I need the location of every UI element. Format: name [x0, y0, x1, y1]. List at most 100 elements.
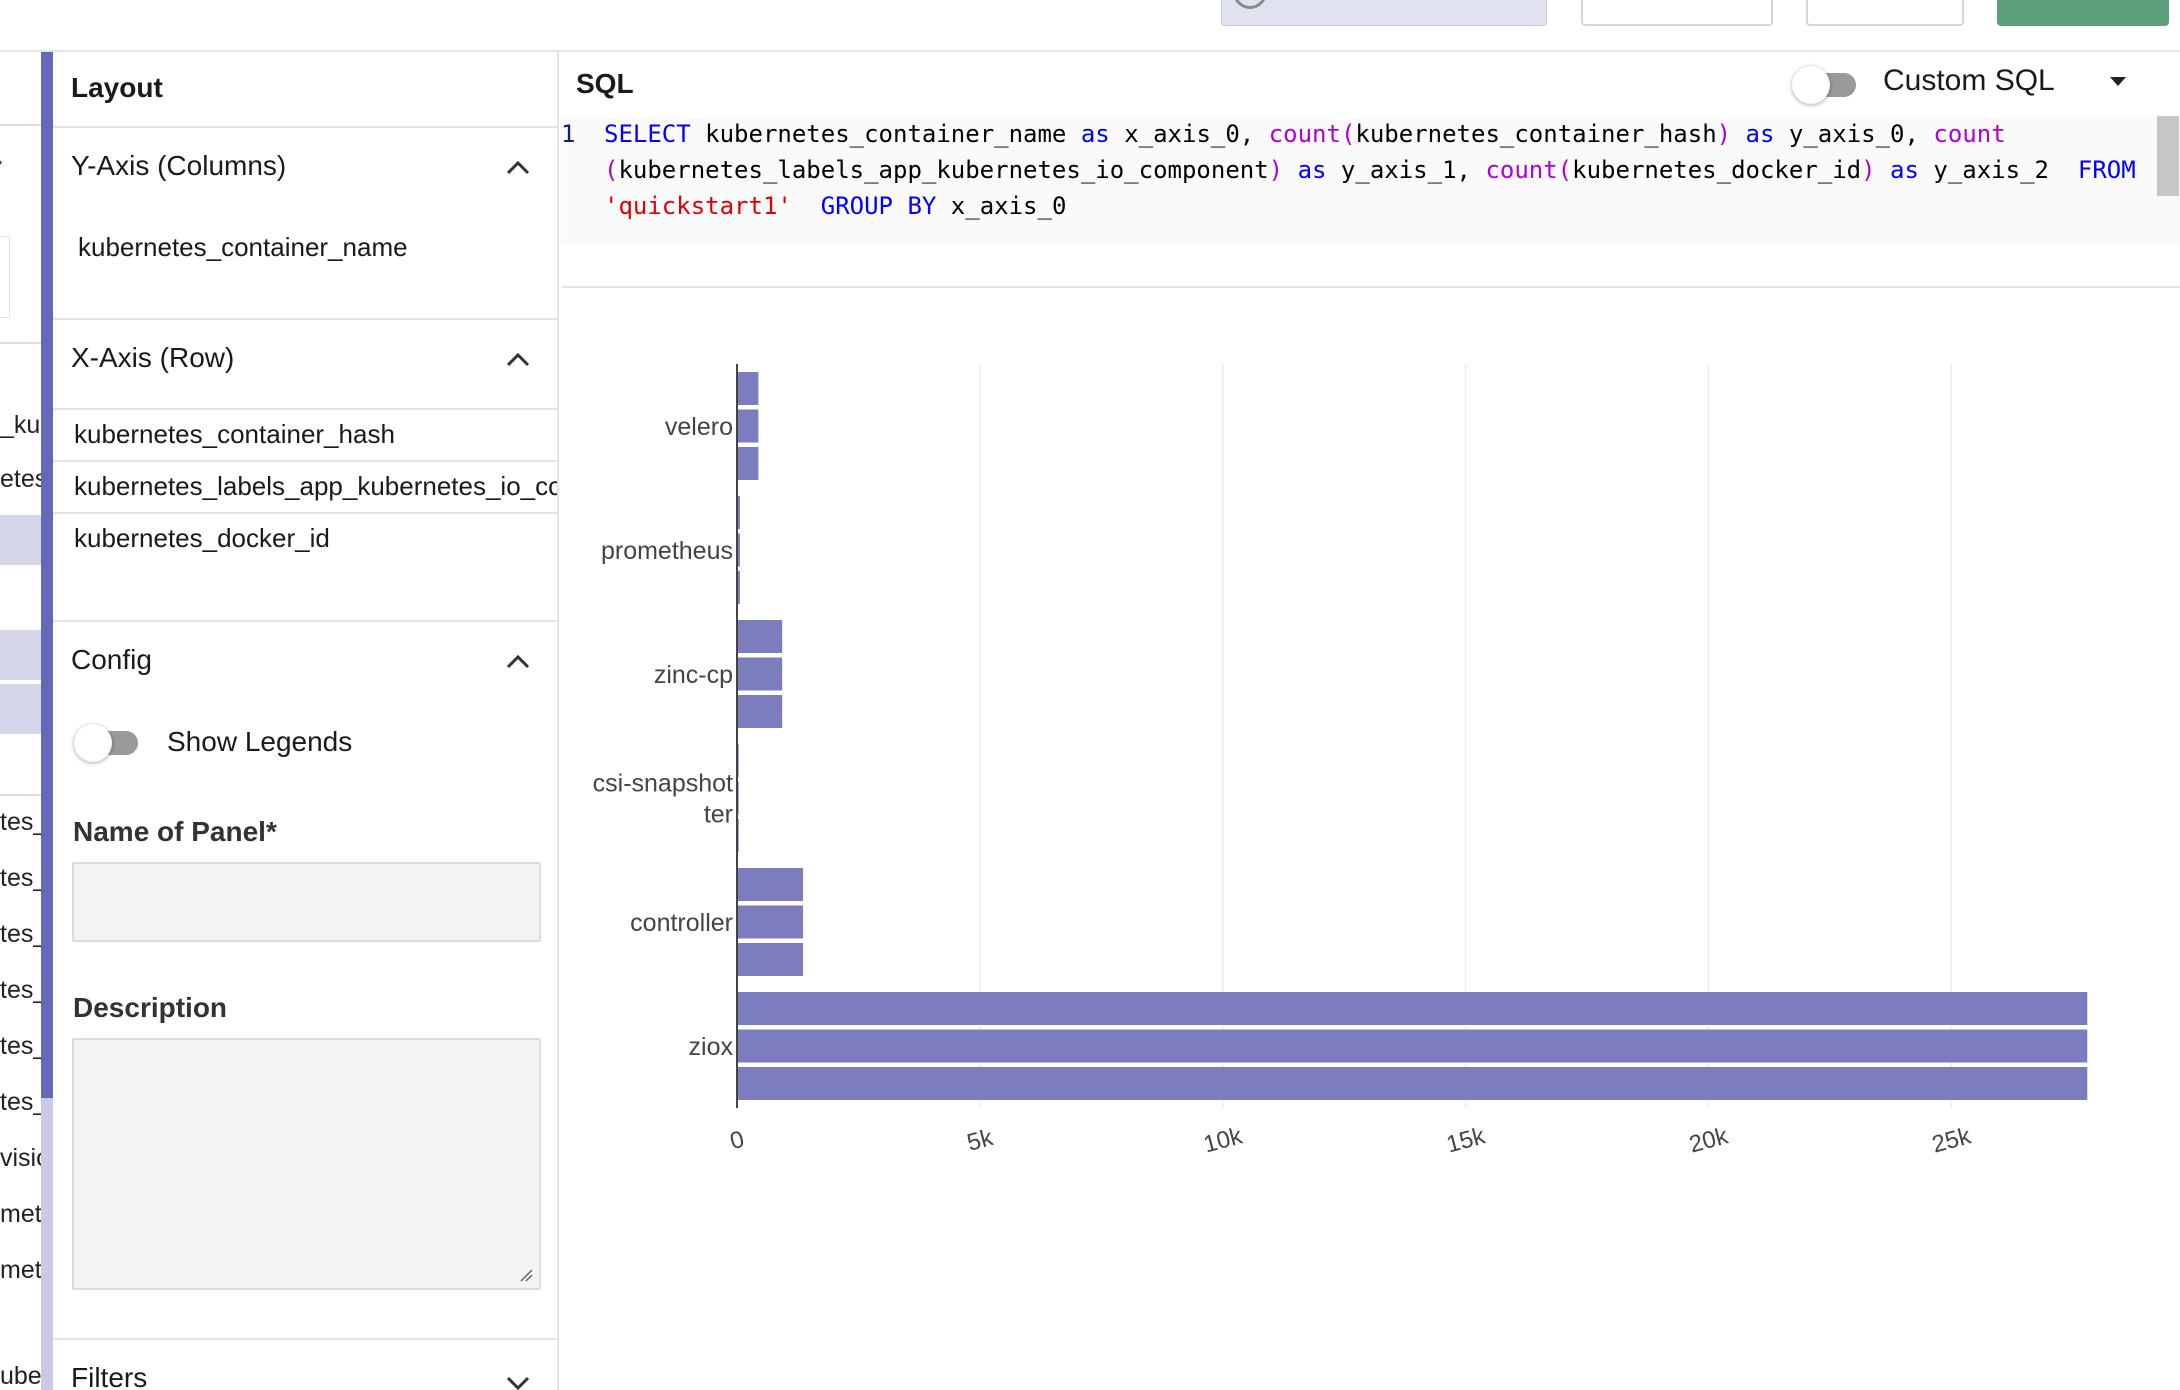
bar — [737, 905, 804, 939]
filters-header[interactable]: Filters — [71, 1362, 148, 1390]
code-token: y_axis_1, — [1326, 156, 1486, 184]
field-item[interactable]: tes_ — [0, 1032, 42, 1060]
description-label: Description — [73, 992, 228, 1023]
bar — [737, 1067, 2088, 1100]
field-item[interactable]: tes_ — [0, 976, 42, 1004]
x-tick-label: 20k — [1686, 1122, 1731, 1158]
panel-name-input[interactable] — [72, 862, 541, 942]
apply-button[interactable] — [1997, 0, 2169, 26]
fields-list: › _kul etes tes_ tes_ tes_ tes_ tes_ tes… — [0, 52, 42, 1390]
bar-chart: 0 5k 10k 15k 20k 25k velero prometheus zinc-cp cs… — [593, 364, 2088, 1159]
field-item[interactable]: tes_ — [0, 1088, 42, 1116]
field-item-selected[interactable] — [0, 630, 42, 680]
sql-editor-panel: SQL Custom SQL 1 SELECT kubernetes_conta… — [561, 52, 2180, 288]
code-token: kubernetes_container_hash — [1355, 120, 1717, 148]
field-item[interactable]: met — [0, 1200, 42, 1228]
field-item[interactable]: tes_ — [0, 808, 42, 836]
bar — [737, 372, 759, 405]
field-item-selected[interactable] — [0, 684, 42, 734]
layout-panel: Layout Y-Axis (Columns) kubernetes_conta… — [53, 52, 559, 1390]
code-token: x_axis_0, — [1109, 120, 1269, 148]
chevron-down-icon[interactable] — [505, 1370, 531, 1390]
chevron-up-icon[interactable] — [505, 155, 531, 181]
code-token: ( — [604, 156, 619, 184]
x-axis-header[interactable]: X-Axis (Row) — [71, 342, 235, 373]
code-token: ) — [1861, 156, 1876, 184]
line-number: 1 — [561, 120, 576, 148]
code-token: y_axis_2 — [1918, 156, 2078, 184]
x-axis-field[interactable]: kubernetes_container_hash — [53, 408, 557, 460]
category-label: controller — [630, 909, 733, 937]
code-token: GROUP BY — [820, 192, 937, 220]
code-token — [792, 192, 821, 220]
toolbar-search-button[interactable] — [1221, 0, 1547, 26]
field-item[interactable]: tes_ — [0, 864, 42, 892]
code-token: x_axis_0 — [936, 192, 1067, 220]
code-line: 'quickstart1' GROUP BY x_axis_0 — [604, 192, 1066, 220]
search-field-stub[interactable] — [0, 236, 10, 318]
caret-down-icon[interactable] — [2109, 76, 2127, 88]
field-item[interactable]: ube — [0, 1362, 42, 1390]
sql-title: SQL — [576, 68, 634, 99]
toolbar-button[interactable] — [1806, 0, 1964, 26]
resize-grip-icon[interactable] — [519, 1268, 533, 1282]
x-tick-label: 25k — [1929, 1122, 1974, 1158]
category-label: prometheus — [601, 537, 733, 565]
chevron-right-icon[interactable]: › — [0, 151, 3, 174]
code-line: (kubernetes_labels_app_kubernetes_io_com… — [604, 156, 2136, 184]
field-item-selected[interactable] — [0, 515, 42, 565]
field-item[interactable]: visio — [0, 1144, 42, 1172]
y-axis-header[interactable]: Y-Axis (Columns) — [71, 150, 287, 181]
description-textarea[interactable] — [72, 1038, 541, 1290]
config-header[interactable]: Config — [71, 644, 152, 675]
custom-sql-toggle[interactable] — [1792, 66, 1856, 104]
bar — [737, 657, 783, 691]
bar — [737, 533, 740, 567]
field-item[interactable]: etes — [0, 465, 42, 493]
fields-scrollbar-thumb[interactable] — [41, 52, 53, 1098]
chevron-up-icon[interactable] — [505, 649, 531, 675]
x-axis-field[interactable]: kubernetes_docker_id — [53, 512, 557, 564]
chart-bars — [737, 372, 2088, 1100]
code-token: ) — [1268, 156, 1284, 184]
code-token — [1283, 156, 1297, 184]
bar — [737, 868, 804, 901]
bar — [737, 496, 740, 529]
code-scrollbar[interactable] — [2157, 116, 2179, 196]
code-token: count( — [1485, 156, 1573, 184]
y-axis-field[interactable]: kubernetes_container_name — [78, 232, 408, 262]
category-label: ter — [704, 801, 733, 829]
code-token: SELECT — [604, 120, 691, 148]
search-icon — [1233, 0, 1267, 9]
bar — [737, 943, 804, 976]
show-legends-toggle[interactable] — [74, 724, 138, 762]
category-label: velero — [665, 413, 733, 441]
code-token — [1731, 120, 1745, 148]
x-tick-label: 10k — [1201, 1122, 1246, 1158]
bar — [737, 447, 759, 480]
code-token: as — [1745, 120, 1775, 148]
x-tick-label: 5k — [964, 1124, 996, 1157]
custom-sql-label: Custom SQL — [1883, 64, 2055, 97]
code-token: count — [1933, 120, 2006, 148]
code-token: 'quickstart1' — [604, 192, 792, 220]
x-axis-field[interactable]: kubernetes_labels_app_kubernetes_io_cc — [53, 460, 557, 512]
chart-grid — [979, 364, 1953, 1108]
sql-code-editor[interactable]: 1 SELECT kubernetes_container_name as x_… — [561, 118, 2180, 246]
code-token: ) — [1716, 120, 1732, 148]
bar — [737, 992, 2088, 1025]
code-token: y_axis_0, — [1774, 120, 1934, 148]
category-label: zinc-cp — [654, 661, 733, 689]
field-item[interactable]: tes_ — [0, 920, 42, 948]
code-line: SELECT kubernetes_container_name as x_ax… — [604, 120, 2006, 148]
bar — [737, 409, 759, 443]
toolbar-button[interactable] — [1581, 0, 1773, 26]
field-item[interactable]: met — [0, 1256, 42, 1284]
chevron-up-icon[interactable] — [505, 347, 531, 373]
panel-name-label: Name of Panel* — [73, 816, 277, 847]
field-item[interactable]: _kul — [0, 411, 42, 439]
bar — [737, 620, 783, 653]
show-legends-label: Show Legends — [167, 726, 353, 757]
x-tick-label: 0 — [727, 1126, 747, 1156]
code-token — [1876, 156, 1890, 184]
